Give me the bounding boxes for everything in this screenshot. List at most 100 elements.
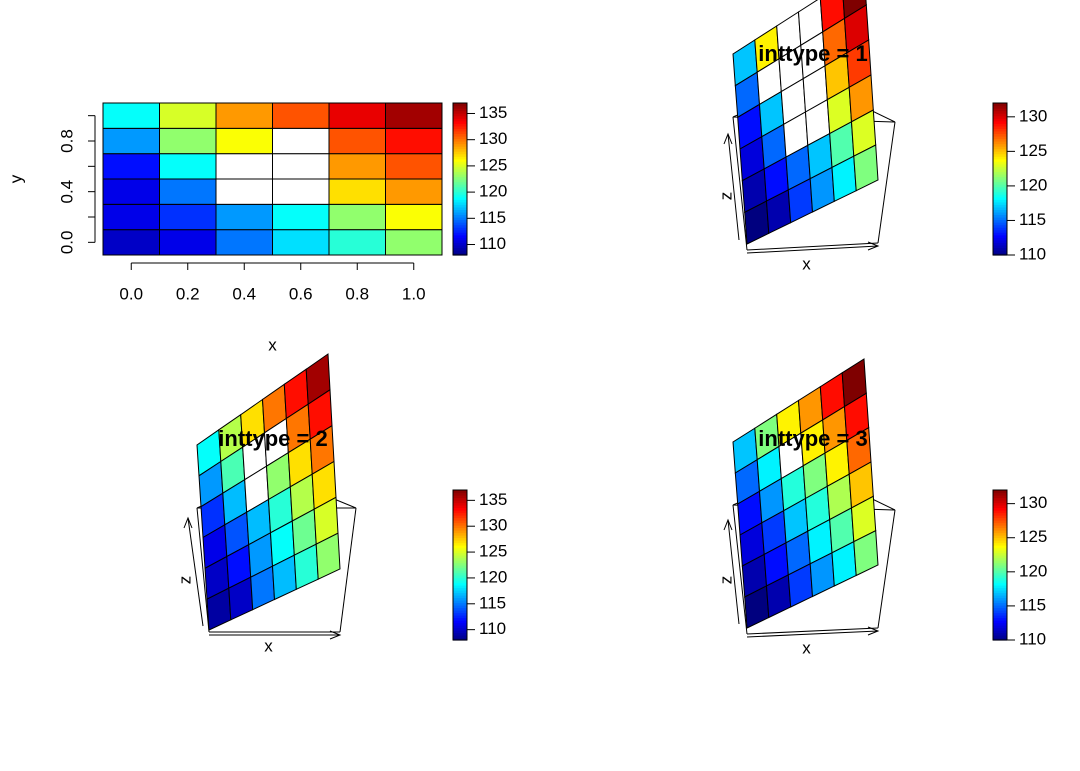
surface-colorbar-segment [993,610,1007,614]
surface-colorbar-segment [993,500,1007,504]
surface-colorbar-segment [993,118,1007,122]
surface-facet [315,532,341,580]
surface-colorbar-segment [993,138,1007,142]
surface-colorbar-segment [453,605,467,609]
surface-colorbar-segment [993,555,1007,559]
surface-colorbar-segment [453,570,467,574]
panel-title: inttype = 3 [758,426,867,451]
surface-colorbar-segment [993,565,1007,569]
heatmap-colorbar-segment [453,151,467,155]
surface-colorbar-segment [453,582,467,586]
heatmap-colorbar [453,103,467,256]
z-axis-label: z [175,576,194,585]
heatmap-colorbar-tick-label: 120 [479,182,507,201]
heatmap-cell [385,102,443,129]
surface-colorbar-tick-label: 125 [1019,141,1047,160]
heatmap-cell [272,203,330,231]
heatmap-colorbar-segment [453,110,467,114]
surface-colorbar-segment [453,575,467,579]
surface-box-edge [196,507,210,633]
surface-colorbar-segment [993,166,1007,170]
heatmap-colorbar-segment [453,214,467,218]
heatmap-cell [385,178,443,205]
surface-colorbar-segment [993,505,1007,509]
surface-colorbar-segment [993,585,1007,589]
surface-colorbar-segment [993,234,1007,238]
surface-colorbar-segment [993,595,1007,599]
heatmap-colorbar-segment [453,156,467,160]
surface-colorbar-segment [453,490,467,494]
surface-colorbar-tick-label: 125 [479,542,507,561]
heatmap-cell [215,102,273,129]
heatmap-colorbar-segment [453,141,467,145]
heatmap-colorbar-segment [453,224,467,228]
surface-colorbar-tick-label: 120 [479,567,507,586]
surface-colorbar-segment [993,201,1007,205]
x-axis-label: x [268,335,277,354]
surface-colorbar-tick-label: 120 [1019,561,1047,580]
x-tick-label: 0.2 [176,284,200,303]
heatmap-colorbar-tick-label: 135 [479,103,507,122]
surface-colorbar-tick-label: 130 [1019,106,1047,125]
surface-colorbar-tick-label: 130 [479,516,507,535]
heatmap-cell [328,102,386,129]
surface-colorbar-segment [993,239,1007,243]
heatmap-colorbar-segment [453,201,467,205]
surface-colorbar-segment [993,620,1007,624]
surface-colorbar-segment [453,627,467,631]
surface-colorbar-segment [993,602,1007,606]
surface-colorbar-segment [993,143,1007,147]
heatmap-cell [102,178,160,205]
heatmap-colorbar-segment [453,176,467,180]
surface-colorbar-segment [453,512,467,516]
heatmap-colorbar-segment [453,138,467,142]
surface-colorbar-segment [993,217,1007,221]
surface-colorbar-segment [993,617,1007,621]
heatmap-colorbar-tick-label: 125 [479,155,507,174]
surface-colorbar-segment [453,632,467,636]
x-axis-arrow [746,630,879,638]
heatmap-colorbar-tick-label: 110 [479,234,506,253]
heatmap-colorbar-segment [453,219,467,223]
heatmap-colorbar-segment [453,234,467,238]
x-axis-arrow [746,245,879,254]
surface-colorbar-segment [453,537,467,541]
heatmap-colorbar-segment [453,123,467,127]
heatmap-colorbar-segment [453,206,467,210]
panel-surface-1: x z inttype = 1 110 115 120 125 130 [716,0,1047,273]
heatmap-colorbar-segment [453,227,467,231]
heatmap-cell [272,153,330,180]
heatmap-cell [102,127,160,155]
surface-colorbar-segment [453,500,467,504]
surface-colorbar-tick-label: 115 [479,593,506,612]
surface-colorbar-segment [993,146,1007,150]
y-tick-label: 0.8 [57,129,76,153]
heatmap-cell [159,203,217,231]
surface-colorbar-tick-label: 110 [1019,629,1046,648]
surface-colorbar-segment [993,600,1007,604]
heatmap-cell [102,229,160,256]
surface-colorbar-segment [453,597,467,601]
surface-colorbar-segment [993,130,1007,134]
surface-colorbar-segment [453,565,467,569]
surface-colorbar [993,490,1007,641]
surface-colorbar-tick-label: 110 [479,619,506,638]
z-axis-label: z [716,576,735,585]
x-tick-label: 0.0 [119,284,143,303]
surface-colorbar-segment [453,502,467,506]
heatmap-colorbar-segment [453,105,467,109]
surface-colorbar-segment [453,552,467,556]
surface-colorbar-segment [993,153,1007,157]
z-axis-arrow [727,133,740,241]
surface-colorbar-segment [993,622,1007,626]
heatmap-colorbar-segment [453,204,467,208]
surface-colorbar-frame [452,489,468,641]
surface-colorbar-segment [453,495,467,499]
surface-colorbar-segment [453,492,467,496]
x-tick-label: 0.4 [232,284,256,303]
surface-colorbar-segment [993,545,1007,549]
surface-colorbar-segment [993,189,1007,193]
surface-colorbar-tick-label: 110 [1019,244,1046,263]
heatmap-colorbar-segment [453,173,467,178]
heatmap-colorbar-segment [453,189,467,193]
